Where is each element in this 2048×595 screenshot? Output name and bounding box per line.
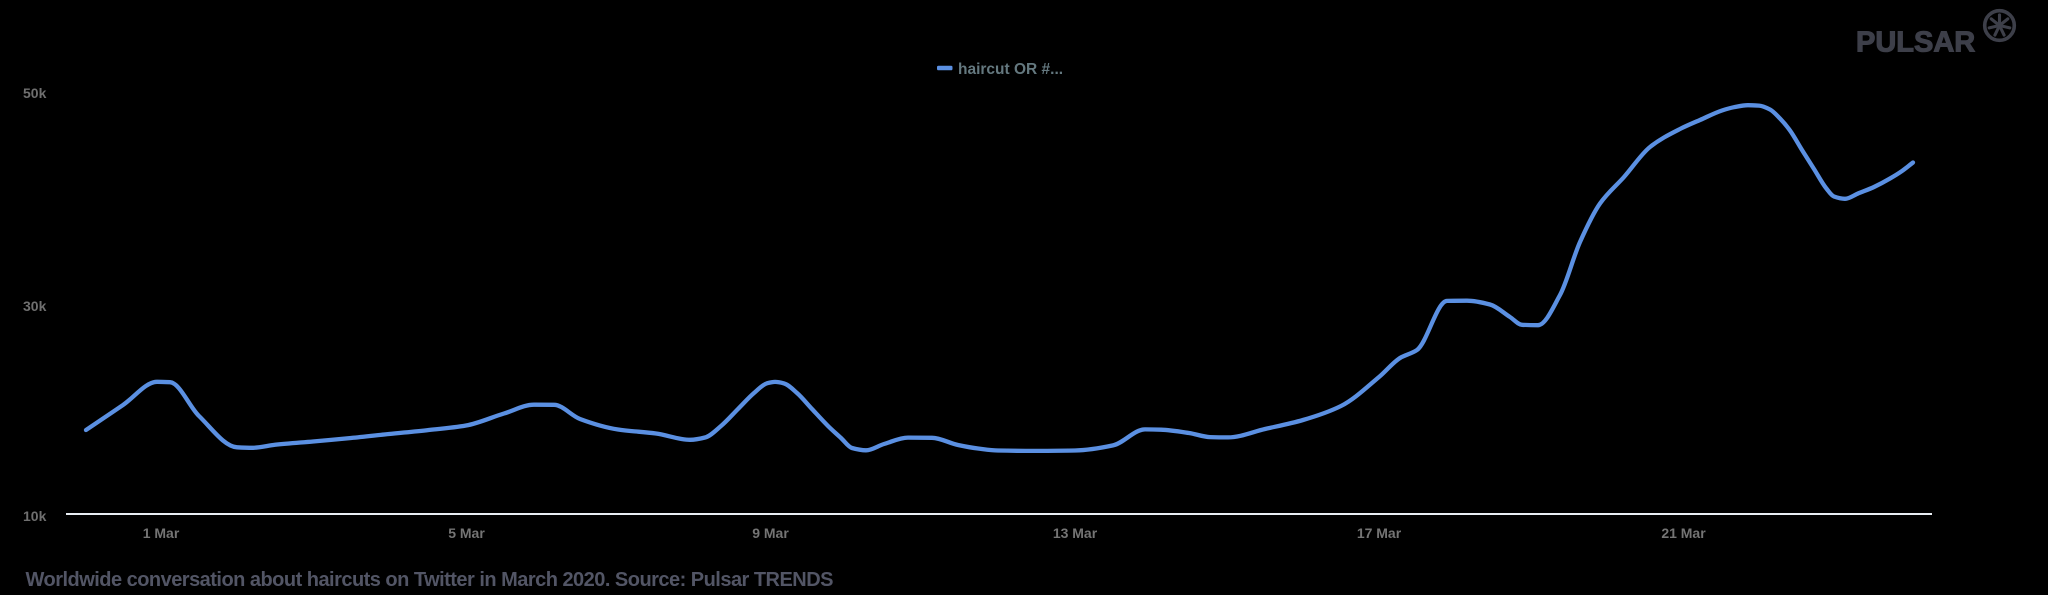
svg-text:9 Mar: 9 Mar xyxy=(752,525,789,541)
svg-text:10k: 10k xyxy=(23,508,47,524)
svg-text:PULSAR: PULSAR xyxy=(1856,27,1975,59)
svg-text:1 Mar: 1 Mar xyxy=(143,525,180,541)
svg-text:haircut OR #...: haircut OR #... xyxy=(958,61,1063,78)
svg-text:Worldwide conversation about h: Worldwide conversation about haircuts on… xyxy=(26,569,834,591)
svg-text:5 Mar: 5 Mar xyxy=(448,525,485,541)
svg-text:21 Mar: 21 Mar xyxy=(1661,525,1706,541)
svg-text:13 Mar: 13 Mar xyxy=(1053,525,1098,541)
svg-text:50k: 50k xyxy=(23,85,47,101)
svg-text:17 Mar: 17 Mar xyxy=(1357,525,1402,541)
svg-text:30k: 30k xyxy=(23,298,47,314)
